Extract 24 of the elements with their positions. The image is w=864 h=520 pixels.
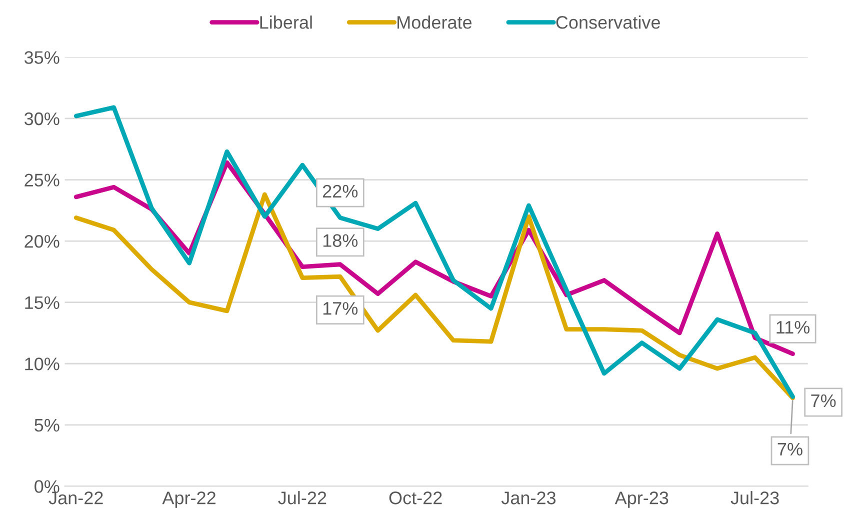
data-label: 18% — [323, 234, 358, 247]
x-tick-label: Apr-22 — [162, 492, 216, 508]
y-tick-label: 15% — [25, 296, 60, 310]
y-tick-label: 35% — [24, 51, 60, 64]
x-tick-label: Jan-23 — [501, 492, 556, 504]
x-tick-label: Jan-22 — [48, 492, 103, 504]
x-tick-label: Jul-22 — [278, 491, 326, 504]
y-tick-label: 10% — [25, 358, 60, 370]
data-label: 11% — [776, 320, 810, 334]
legend-label: Conservative — [556, 16, 660, 29]
y-tick-label: 5% — [34, 418, 60, 432]
x-tick-label: Oct-22 — [389, 492, 442, 504]
x-tick-label: Apr-23 — [614, 492, 668, 508]
data-label: 7% — [778, 442, 802, 456]
data-label: 17% — [323, 302, 358, 315]
data-label: 22% — [322, 184, 358, 198]
y-tick-label: 0% — [34, 480, 60, 493]
y-tick-label: 30% — [24, 112, 60, 126]
data-label: 7% — [811, 394, 836, 408]
y-tick-label: 25% — [24, 174, 60, 186]
legend-label: Liberal — [260, 16, 312, 29]
x-tick-label: Jul-23 — [730, 491, 779, 504]
y-tick-label: 20% — [24, 234, 60, 248]
legend-label: Moderate — [398, 16, 472, 29]
